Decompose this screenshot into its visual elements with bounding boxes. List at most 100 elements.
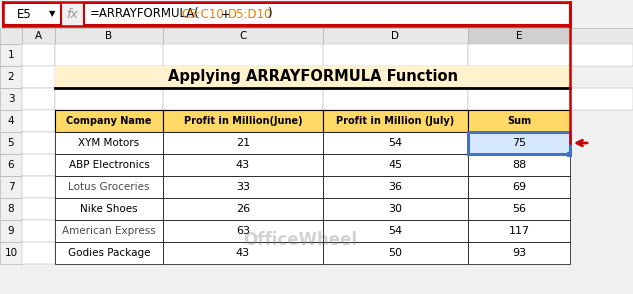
Text: 54: 54 xyxy=(389,226,403,236)
Bar xyxy=(323,154,468,176)
Text: Applying ARRAYFORMULA Function: Applying ARRAYFORMULA Function xyxy=(168,69,458,84)
Bar xyxy=(55,132,163,154)
Text: 4: 4 xyxy=(8,116,15,126)
Text: 9: 9 xyxy=(8,226,15,236)
Text: 45: 45 xyxy=(389,160,403,170)
Bar xyxy=(22,110,55,132)
Text: Godies Package: Godies Package xyxy=(68,248,150,258)
Bar xyxy=(0,154,22,176)
Bar xyxy=(323,198,468,220)
Text: OfficeWheel: OfficeWheel xyxy=(243,231,357,249)
Bar xyxy=(163,176,323,198)
Text: 43: 43 xyxy=(236,248,250,258)
Text: A: A xyxy=(35,31,42,41)
Text: D: D xyxy=(391,31,399,41)
Text: C: C xyxy=(239,31,247,41)
Bar xyxy=(163,154,323,176)
Bar xyxy=(163,28,323,44)
Bar xyxy=(22,154,55,176)
Text: ): ) xyxy=(267,8,272,21)
Text: 43: 43 xyxy=(236,160,250,170)
Text: Lotus Groceries: Lotus Groceries xyxy=(68,182,150,192)
Bar xyxy=(323,176,468,198)
Bar xyxy=(55,66,570,88)
Text: Profit in Million(June): Profit in Million(June) xyxy=(184,116,303,126)
Bar xyxy=(468,154,570,176)
Text: 75: 75 xyxy=(512,138,526,148)
Text: E: E xyxy=(516,31,522,41)
Bar xyxy=(0,0,633,28)
Text: 8: 8 xyxy=(8,204,15,214)
Bar xyxy=(55,44,163,66)
Text: 6: 6 xyxy=(8,160,15,170)
Text: 26: 26 xyxy=(236,204,250,214)
Bar xyxy=(22,198,55,220)
Bar xyxy=(55,28,163,44)
Text: XYM Motors: XYM Motors xyxy=(78,138,139,148)
Text: Nike Shoes: Nike Shoes xyxy=(80,204,138,214)
Bar xyxy=(0,28,22,44)
Text: B: B xyxy=(106,31,113,41)
Bar xyxy=(570,28,633,44)
Text: 54: 54 xyxy=(389,138,403,148)
Text: 3: 3 xyxy=(8,94,15,104)
Bar xyxy=(22,88,55,110)
Bar xyxy=(0,132,22,154)
Bar xyxy=(468,88,570,110)
Bar xyxy=(55,198,163,220)
Bar xyxy=(323,88,468,110)
Bar xyxy=(468,28,570,44)
Bar xyxy=(163,198,323,220)
Bar xyxy=(0,110,22,132)
Bar xyxy=(163,132,323,154)
Text: E5: E5 xyxy=(16,8,32,21)
Text: D5:D10: D5:D10 xyxy=(227,8,272,21)
Bar xyxy=(468,176,570,198)
Bar xyxy=(55,242,163,264)
Bar xyxy=(55,220,163,242)
Bar xyxy=(323,242,468,264)
Bar xyxy=(0,88,22,110)
Text: =ARRAYFORMULA(: =ARRAYFORMULA( xyxy=(90,8,200,21)
Text: +: + xyxy=(221,8,231,21)
Text: Sum: Sum xyxy=(507,116,531,126)
Bar xyxy=(323,110,468,132)
Text: American Express: American Express xyxy=(62,226,156,236)
Bar xyxy=(323,44,468,66)
Bar xyxy=(22,28,55,44)
Bar xyxy=(468,198,570,220)
Bar xyxy=(3,3,61,25)
Bar xyxy=(468,132,570,154)
Bar xyxy=(163,242,323,264)
Bar xyxy=(468,220,570,242)
Bar xyxy=(570,44,633,66)
Bar xyxy=(22,132,55,154)
Bar xyxy=(22,220,55,242)
Text: Profit in Million (July): Profit in Million (July) xyxy=(336,116,454,126)
Bar xyxy=(22,66,55,88)
Text: 36: 36 xyxy=(389,182,403,192)
Bar xyxy=(55,110,163,132)
Text: 69: 69 xyxy=(512,182,526,192)
Text: 7: 7 xyxy=(8,182,15,192)
Text: fx: fx xyxy=(66,8,78,21)
Bar xyxy=(163,88,323,110)
Text: 88: 88 xyxy=(512,160,526,170)
Text: 1: 1 xyxy=(8,50,15,60)
Text: C5:C10: C5:C10 xyxy=(182,8,225,21)
Bar xyxy=(468,44,570,66)
Bar xyxy=(22,176,55,198)
Text: ▼: ▼ xyxy=(49,9,55,19)
Bar xyxy=(323,220,468,242)
Text: ABP Electronics: ABP Electronics xyxy=(68,160,149,170)
Bar xyxy=(163,44,323,66)
Bar xyxy=(55,88,163,110)
Text: 117: 117 xyxy=(508,226,530,236)
Bar xyxy=(55,176,163,198)
Text: 50: 50 xyxy=(389,248,403,258)
Bar xyxy=(55,154,163,176)
Text: 93: 93 xyxy=(512,248,526,258)
Bar xyxy=(323,28,468,44)
Bar xyxy=(570,88,633,110)
Bar xyxy=(0,242,22,264)
